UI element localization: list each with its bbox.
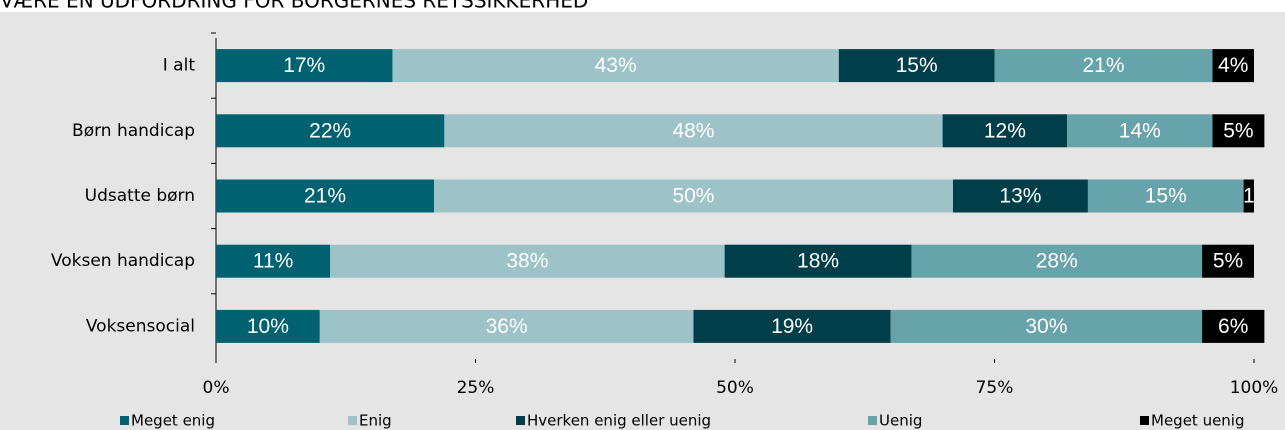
bar-segment (1243, 179, 1254, 213)
bar-segment (890, 309, 1203, 343)
legend-label: Enig (359, 412, 392, 430)
value-label: 38% (506, 250, 548, 273)
value-label: 15% (1145, 185, 1187, 208)
value-label: 21% (304, 185, 346, 208)
value-label: 19% (771, 315, 813, 338)
legend-label: Meget uenig (1151, 412, 1245, 430)
chart-title: VÆRE EN UDFORDRING FOR BORGERNES RETSSIK… (0, 0, 588, 13)
bar-segment (693, 309, 891, 343)
bar-segment (216, 49, 393, 83)
bar-segment (1087, 179, 1244, 213)
legend-swatch (120, 416, 129, 425)
legend-label: Uenig (879, 412, 922, 430)
bar-segment (444, 114, 943, 148)
bar-segment (433, 179, 953, 213)
category-label: Udsatte børn (85, 186, 195, 206)
value-label: 15% (896, 54, 938, 77)
bar-segment (1212, 114, 1265, 148)
bar-segment (392, 49, 839, 83)
bar-segment (942, 114, 1068, 148)
bar-segment (216, 114, 445, 148)
bar-segment (952, 179, 1088, 213)
legend-label: Meget enig (131, 412, 215, 430)
value-label: 18% (797, 250, 839, 273)
bar-segment (319, 309, 694, 343)
bar-segment (330, 244, 725, 278)
category-label: I alt (163, 56, 196, 76)
bar-segment (994, 49, 1213, 83)
value-label: 1 (1243, 185, 1255, 208)
value-label: 12% (984, 119, 1026, 142)
value-label: 48% (672, 119, 714, 142)
value-label: 11% (253, 250, 293, 273)
legend-swatch (1140, 416, 1149, 425)
x-tick-label: 100% (1230, 378, 1279, 398)
value-label: 28% (1036, 250, 1078, 273)
value-label: 43% (595, 54, 637, 77)
bar-segment (911, 244, 1203, 278)
bar-segment (1202, 309, 1265, 343)
x-tick-label: 25% (457, 378, 495, 398)
value-label: 13% (999, 185, 1041, 208)
legend-swatch (348, 416, 357, 425)
x-tick-label: 75% (976, 378, 1014, 398)
value-label: 5% (1223, 119, 1253, 142)
category-label: Børn handicap (72, 121, 195, 141)
legend-swatch (516, 416, 525, 425)
value-label: 14% (1119, 119, 1161, 142)
x-tick-label: 0% (203, 378, 230, 398)
bar-segment (1202, 244, 1254, 278)
value-label: 6% (1218, 315, 1248, 338)
legend-swatch (868, 416, 877, 425)
bar-segment (838, 49, 995, 83)
value-label: 50% (672, 185, 714, 208)
value-label: 10% (247, 315, 289, 338)
value-label: 4% (1218, 54, 1248, 77)
value-label: 30% (1025, 315, 1067, 338)
value-label: 21% (1082, 54, 1124, 77)
value-label: 36% (486, 315, 528, 338)
bar-segment (216, 309, 320, 343)
value-label: 17% (283, 54, 325, 77)
bar-segment (1067, 114, 1213, 148)
category-label: Voksensocial (86, 316, 195, 336)
bar-segment (1212, 49, 1254, 83)
x-tick-label: 50% (716, 378, 754, 398)
category-label: Voksen handicap (51, 251, 195, 271)
bar-segment (216, 179, 434, 213)
bar-segment (724, 244, 912, 278)
value-label: 22% (309, 119, 351, 142)
legend-label: Hverken enig eller uenig (527, 412, 711, 430)
value-label: 5% (1213, 250, 1243, 273)
bar-segment (216, 244, 331, 278)
